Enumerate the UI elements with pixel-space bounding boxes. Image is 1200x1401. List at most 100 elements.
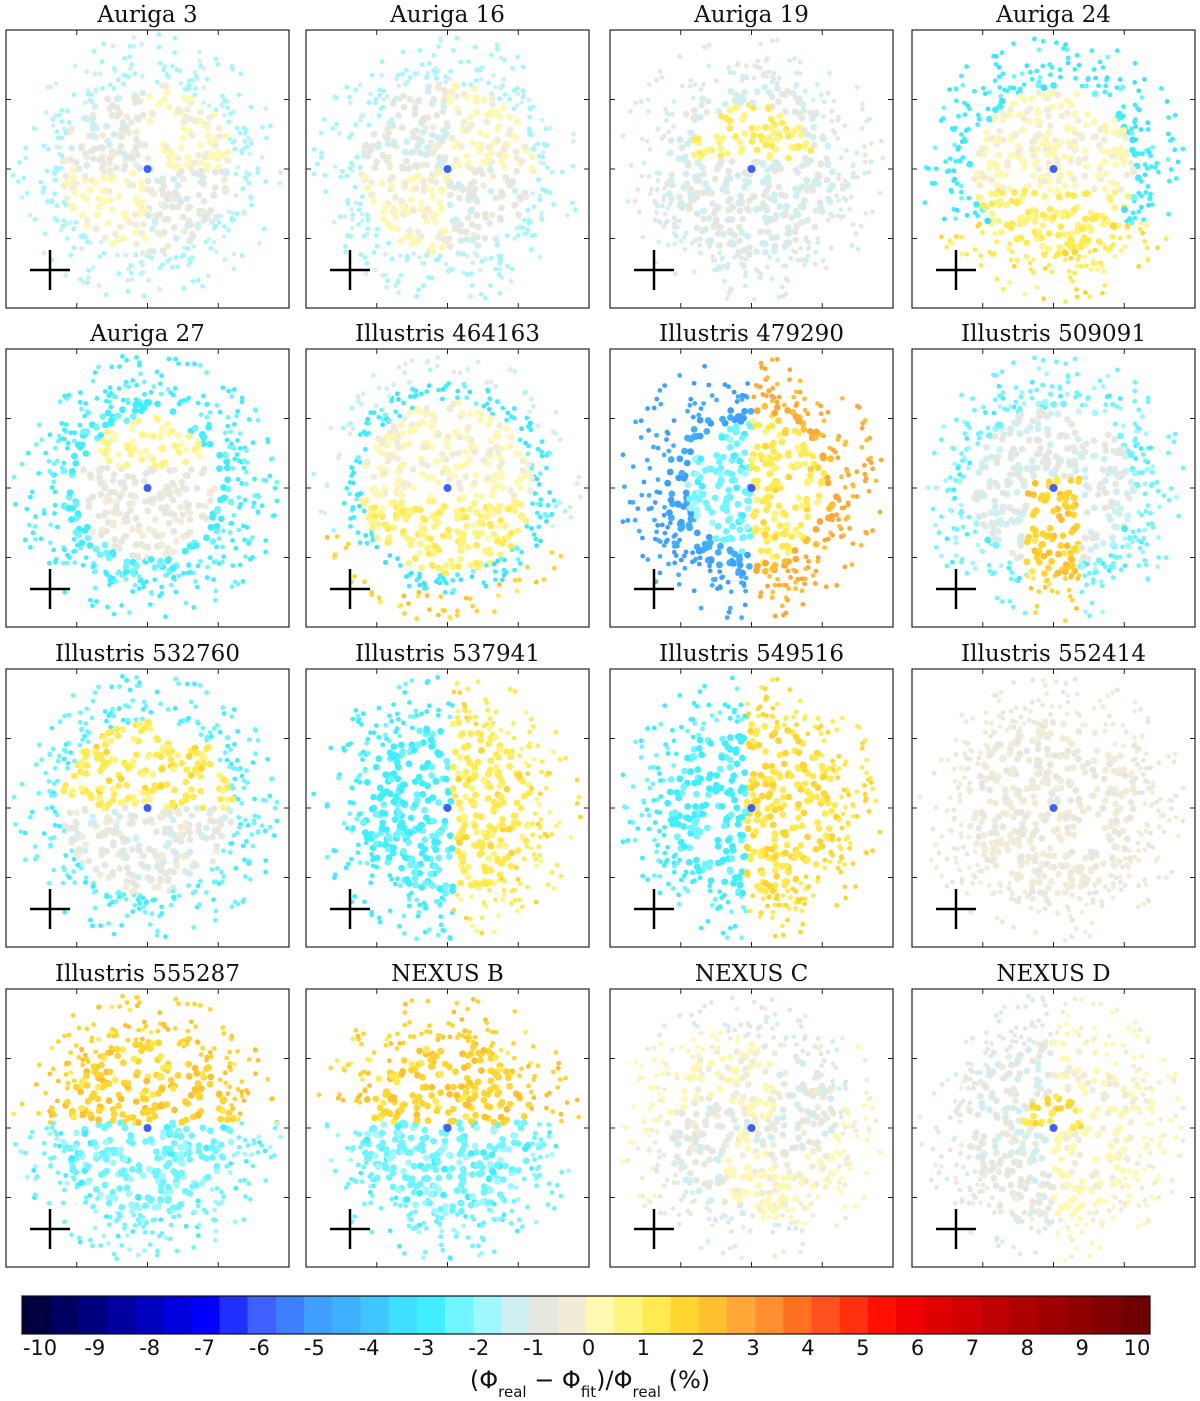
scatter-point	[432, 458, 440, 465]
scatter-point	[213, 107, 219, 113]
scatter-point	[136, 164, 143, 172]
scatter-point	[419, 128, 427, 136]
scatter-point	[962, 136, 967, 142]
scatter-point	[263, 538, 269, 543]
scatter-point	[1123, 171, 1131, 179]
scatter-point	[748, 138, 756, 145]
scatter-point	[802, 581, 807, 587]
scatter-point	[821, 114, 826, 120]
scatter-point	[1024, 63, 1030, 69]
scatter-point	[840, 395, 845, 401]
scatter-point	[625, 199, 631, 204]
scatter-point	[537, 471, 543, 477]
scatter-point	[535, 501, 541, 507]
scatter-point	[432, 210, 439, 218]
scatter-point	[855, 84, 860, 90]
scatter-point	[105, 604, 110, 610]
scatter-point	[271, 513, 277, 518]
scatter-point	[987, 249, 993, 255]
scatter-point	[717, 223, 724, 231]
scatter-point	[493, 384, 498, 390]
scatter-point	[389, 183, 396, 190]
scatter-point	[1049, 65, 1055, 70]
scatter-point	[693, 529, 701, 537]
scatter-point	[836, 497, 842, 503]
scatter-point	[132, 143, 140, 150]
scatter-point	[487, 437, 495, 445]
scatter-point	[157, 265, 163, 271]
scatter-point	[526, 97, 532, 103]
scatter-point	[98, 464, 106, 472]
scatter-point	[951, 127, 957, 133]
scatter-point	[100, 85, 105, 91]
scatter-point	[46, 560, 52, 566]
scatter-point	[180, 118, 188, 125]
scatter-point	[170, 528, 178, 535]
scatter-point	[715, 586, 720, 592]
scatter-point	[713, 452, 721, 459]
scatter-point	[691, 269, 697, 275]
scatter-point	[1124, 223, 1130, 229]
scatter-point	[92, 585, 98, 591]
scatter-point	[514, 226, 520, 231]
scatter-point	[783, 542, 790, 550]
scatter-point	[392, 207, 399, 214]
scatter-point	[1084, 263, 1089, 269]
scatter-point	[954, 553, 959, 558]
scatter-point	[842, 485, 848, 490]
scatter-point	[354, 154, 360, 160]
scatter-point	[719, 185, 727, 193]
scatter-point	[1068, 237, 1076, 245]
scatter-point	[350, 426, 356, 432]
scatter-point	[967, 106, 972, 112]
scatter-point	[1058, 112, 1066, 120]
scatter-point	[636, 209, 642, 215]
scatter-point	[674, 500, 682, 508]
scatter-point	[58, 227, 64, 233]
scatter-point	[165, 74, 171, 80]
scatter-point	[127, 492, 135, 499]
scatter-point	[200, 283, 205, 289]
scatter-point	[1105, 148, 1113, 156]
scatter-point	[127, 54, 132, 60]
scatter-point	[681, 234, 687, 240]
scatter-point	[1130, 529, 1136, 535]
scatter-point	[539, 117, 545, 123]
panel: Illustris 464163	[305, 321, 590, 628]
scatter-point	[79, 246, 84, 252]
scatter-point	[213, 522, 221, 530]
scatter-point	[144, 254, 150, 259]
scatter-point	[1021, 187, 1028, 195]
scatter-point	[389, 100, 397, 108]
scatter-point	[362, 255, 368, 260]
scatter-point	[715, 267, 720, 273]
scatter-point	[536, 482, 542, 487]
scatter-point	[33, 514, 38, 520]
scatter-point	[148, 556, 155, 563]
scatter-point	[1155, 169, 1161, 175]
scatter-point	[973, 201, 980, 208]
scatter-point	[101, 484, 108, 492]
scatter-point	[322, 172, 328, 178]
scatter-point	[240, 579, 246, 584]
scatter-point	[1158, 86, 1164, 91]
scatter-point	[443, 261, 449, 267]
scatter-point	[487, 522, 495, 530]
scatter-point	[830, 213, 835, 219]
scatter-point	[193, 86, 198, 91]
scatter-point	[128, 270, 134, 276]
scatter-point	[82, 450, 90, 457]
scatter-point	[1068, 209, 1076, 217]
scatter-point	[243, 554, 248, 559]
scatter-point	[331, 219, 337, 225]
scatter-point	[732, 104, 740, 111]
scatter-point	[89, 132, 97, 140]
scatter-point	[216, 451, 224, 459]
scatter-point	[101, 250, 107, 256]
scatter-point	[954, 181, 960, 186]
scatter-point	[497, 257, 503, 263]
scatter-point	[543, 126, 549, 132]
scatter-point	[933, 166, 939, 172]
scatter-point	[633, 100, 638, 106]
scatter-point	[812, 526, 820, 533]
